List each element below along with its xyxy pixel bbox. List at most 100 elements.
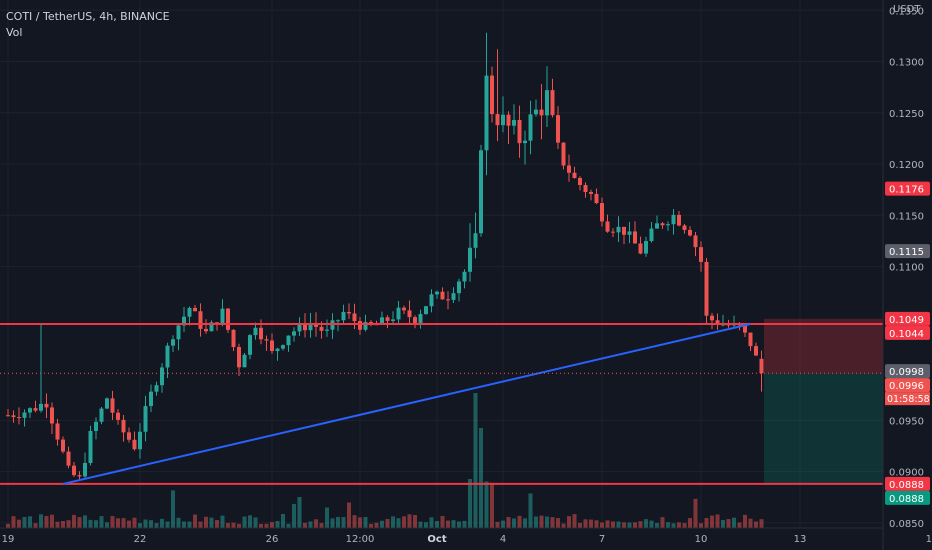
candle-body [209,322,214,332]
y-tick-label: 0.1200 [889,160,924,171]
volume-bar [149,520,153,528]
volume-bar [28,516,32,528]
y-tick-label: 0.0950 [889,416,924,427]
stop-loss-zone[interactable] [764,318,883,374]
candle-body [171,339,175,346]
candle-body [715,320,720,325]
volume-bar [682,523,687,528]
x-tick-label: 17 [926,534,932,545]
price-label-box [885,311,930,326]
volume-bar [677,522,681,528]
candle-body [154,385,159,392]
countdown-box [885,392,930,406]
volume-indicator-label[interactable]: Vol [6,26,23,39]
volume-bar [726,518,731,528]
volume-bar [39,514,43,528]
trendline[interactable] [62,323,751,485]
symbol-title[interactable]: COTI / TetherUS, 4h, BINANCE [6,10,170,23]
volume-bar [666,522,670,528]
volume-bar [50,514,54,528]
candle-body [226,308,230,330]
candle-body [292,331,296,336]
volume-bar [754,521,758,528]
volume-bar [204,516,208,528]
volume-bar [165,521,170,528]
volume-bar [171,490,175,528]
candle-body [600,203,604,222]
volume-bar [391,516,395,528]
volume-bar [303,522,307,528]
candle-body [88,431,93,463]
volume-bar [341,517,346,528]
candle-body [616,226,621,233]
candle-body [330,320,335,330]
candle-body [517,120,522,144]
volume-bar [83,515,87,528]
volume-bar [748,518,753,528]
volume-bar [215,520,219,528]
candle-body [446,299,450,301]
x-tick-label: 7 [599,534,605,545]
candle-body [605,221,610,232]
volume-bar [374,522,379,528]
volume-bar [523,518,527,528]
candle-body [759,358,764,374]
volume-bar [22,516,27,528]
volume-bar [704,517,709,528]
currency-label: USDT [893,4,921,15]
volume-bar [545,516,549,528]
candle-body [402,307,406,311]
volume-bar [121,518,126,528]
volume-bar [94,520,98,528]
volume-bar [550,517,555,528]
volume-bar [759,519,764,528]
volume-bar [17,519,21,528]
volume-bar [363,516,368,528]
candle-body [99,408,104,422]
volume-bar [116,518,120,528]
candle-body [479,150,483,234]
candle-body [187,307,192,317]
volume-bar [270,522,274,528]
y-tick-label: 0.1100 [889,263,924,274]
candle-body [83,462,87,477]
candle-body [143,406,148,432]
candle-body [451,293,456,300]
candle-body [149,391,153,407]
candle-body [182,316,186,326]
x-tick-label: 10 [695,534,708,545]
volume-bar [143,519,148,528]
volume-bar [589,519,593,528]
candle-body [457,281,461,294]
volume-bar [198,521,203,528]
candle-body [424,306,428,315]
volume-bar [77,517,82,528]
candle-body [484,75,489,151]
volume-bar [352,515,357,528]
volume-bar [297,497,302,528]
candle-body [440,291,445,300]
price-label-box [885,181,930,196]
volume-bar [468,479,472,528]
candle-body [567,165,571,173]
volume-bar [99,516,104,528]
volume-bar [220,515,225,528]
volume-bar [451,520,456,528]
candle-body [528,114,533,141]
candle-body [358,321,362,330]
candle-body [583,185,588,193]
candle-body [435,291,439,295]
volume-bar [138,523,142,528]
volume-bar [611,521,615,528]
candle-body [413,317,417,323]
volume-bar [737,522,742,528]
candle-body [363,322,368,330]
volume-bar [308,521,313,528]
candle-body [61,439,65,452]
volume-bar [567,516,571,528]
take-profit-zone[interactable] [764,373,883,484]
volume-bar [286,523,291,528]
volume-bar [605,520,610,528]
price-axis[interactable] [883,0,932,550]
